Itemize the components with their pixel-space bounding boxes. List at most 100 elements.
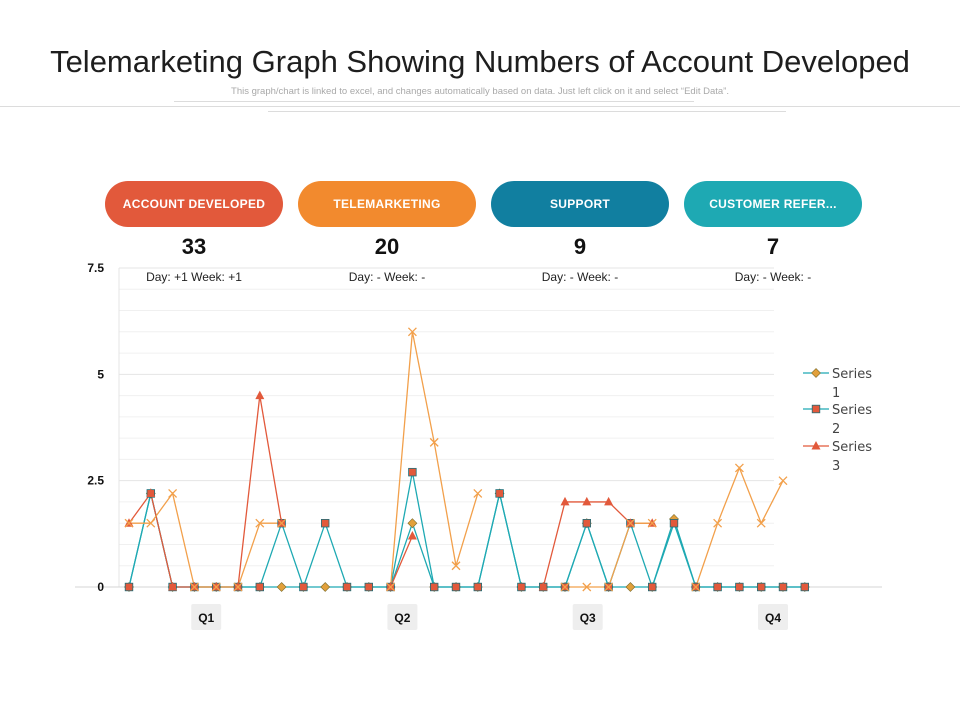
series-point	[582, 519, 591, 528]
series-point	[299, 582, 308, 592]
series-point	[560, 496, 570, 506]
header-divider	[0, 106, 960, 107]
legend-label: Series	[832, 440, 872, 455]
quarter-label-box	[572, 604, 603, 630]
series-point	[211, 582, 221, 592]
note-account-developed: Day: +1 Week: +1	[146, 270, 242, 284]
card-customer-referral[interactable]: CUSTOMER REFER...	[684, 181, 862, 227]
series-point	[691, 582, 701, 592]
quarter-label: Q3	[580, 611, 596, 625]
metric-customer-referral: 7	[766, 234, 780, 259]
series-point	[277, 518, 287, 528]
series-point	[648, 582, 657, 592]
series-point	[255, 518, 265, 528]
series-point	[168, 488, 178, 498]
y-tick-label: 0	[97, 580, 104, 594]
series-point	[604, 496, 614, 506]
series-point	[625, 518, 635, 528]
series-point	[451, 582, 461, 592]
series-point	[320, 582, 331, 592]
metric-support: 9	[573, 234, 587, 259]
card-account-developed[interactable]: ACCOUNT DEVELOPED	[105, 181, 283, 227]
series-line	[695, 466, 784, 588]
series-point	[604, 582, 614, 592]
card-label: TELEMARKETING	[333, 197, 441, 211]
series-point	[408, 467, 417, 477]
series-point	[124, 518, 134, 528]
subtitle-underline-right	[268, 111, 786, 112]
quarter-label-box	[758, 604, 788, 630]
legend-label: 1	[832, 386, 840, 401]
series-point	[582, 582, 592, 592]
series-line	[128, 493, 805, 588]
series-point	[756, 518, 766, 528]
legend-label: 3	[832, 459, 840, 474]
series-point	[778, 582, 788, 592]
card-label: SUPPORT	[549, 197, 611, 211]
series-point	[625, 582, 636, 592]
series-point	[473, 582, 482, 592]
series-point	[713, 582, 722, 592]
series-point	[146, 518, 156, 528]
quarter-label-box	[191, 604, 222, 630]
note-customer-referral: Day: - Week: -	[734, 270, 812, 284]
quarter-label-box	[387, 604, 418, 630]
y-tick-label: 2.5	[87, 474, 104, 488]
series-point	[189, 582, 199, 592]
series-point	[168, 582, 178, 591]
legend-marker	[811, 441, 821, 450]
series-point	[473, 488, 483, 498]
quarter-label: Q2	[394, 611, 410, 625]
series-point	[233, 582, 243, 592]
series-line	[565, 522, 653, 588]
series-point	[495, 489, 504, 498]
series-point	[582, 496, 592, 506]
legend-label: 2	[832, 422, 840, 437]
metric-telemarketing: 20	[374, 234, 400, 259]
series-point	[734, 463, 744, 473]
legend-label: Series	[832, 403, 872, 418]
series-point	[713, 518, 723, 528]
series-line	[390, 535, 413, 588]
series-point	[560, 582, 570, 592]
series-point	[255, 390, 265, 400]
series-point	[647, 518, 657, 528]
series-point	[124, 582, 134, 592]
card-label: CUSTOMER REFER...	[709, 197, 837, 211]
series-point	[778, 476, 788, 486]
series-point	[407, 518, 418, 529]
series-point	[517, 582, 526, 592]
metric-account-developed: 33	[181, 234, 207, 259]
legend-marker	[811, 368, 821, 378]
page-title: Telemarketing Graph Showing Numbers of A…	[50, 44, 910, 79]
quarter-label: Q4	[765, 611, 781, 625]
page-subtitle: This graph/chart is linked to excel, and…	[231, 86, 729, 97]
series-point	[146, 488, 156, 497]
card-support[interactable]: SUPPORT	[491, 181, 669, 227]
series-point	[407, 327, 417, 337]
series-point	[255, 582, 264, 592]
series-point	[429, 437, 439, 447]
series-point	[276, 582, 287, 592]
series-point	[451, 561, 461, 571]
card-label: ACCOUNT DEVELOPED	[122, 197, 266, 211]
series-point	[800, 582, 809, 592]
legend-label: Series	[832, 367, 872, 382]
note-support: Day: - Week: -	[541, 270, 619, 284]
note-telemarketing: Day: - Week: -	[348, 270, 426, 284]
card-telemarketing[interactable]: TELEMARKETING	[298, 181, 476, 227]
series-point	[538, 582, 548, 591]
y-tick-label: 7.5	[87, 261, 104, 275]
series-point	[364, 582, 373, 592]
series-point	[386, 582, 396, 592]
series-point	[757, 582, 766, 592]
series-point	[429, 582, 439, 592]
quarter-label: Q1	[198, 611, 214, 625]
legend-marker	[811, 404, 821, 414]
subtitle-underline-left	[174, 101, 694, 102]
series-point	[342, 582, 352, 592]
series-point	[735, 582, 744, 592]
series-line	[129, 491, 282, 588]
series-point	[407, 530, 417, 540]
